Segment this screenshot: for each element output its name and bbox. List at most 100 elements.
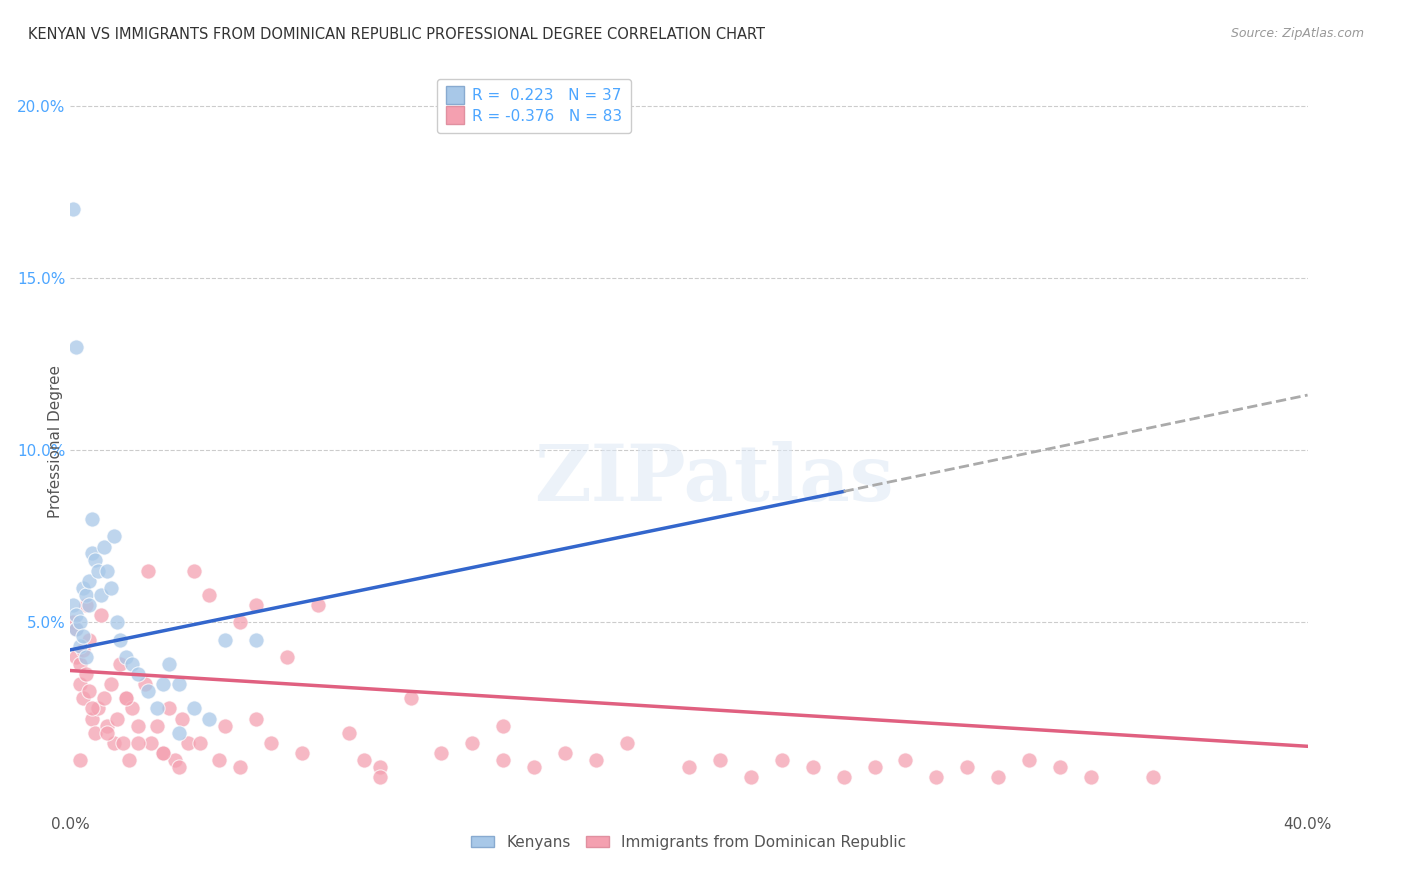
Point (96, 564, 118, 578)
Point (84, 553, 107, 567)
Point (90, 588, 112, 602)
Point (65, 340, 87, 354)
Point (62, 202, 84, 216)
Point (105, 712, 128, 726)
Point (146, 718, 169, 732)
Point (1049, 760, 1071, 774)
Point (245, 598, 267, 612)
Point (585, 753, 607, 767)
Point (139, 736, 162, 750)
Point (167, 725, 190, 739)
Point (183, 701, 205, 715)
Point (152, 746, 174, 760)
Point (832, 770, 855, 784)
Point (72, 643, 94, 657)
Point (167, 677, 190, 691)
Point (183, 564, 205, 578)
Point (108, 657, 131, 671)
Point (167, 760, 190, 774)
Point (103, 736, 125, 750)
Point (430, 746, 453, 760)
Point (84, 725, 107, 739)
Point (127, 718, 149, 732)
Point (276, 649, 298, 664)
Point (75, 667, 97, 681)
Y-axis label: Professional Degree: Professional Degree (48, 365, 63, 518)
Point (198, 712, 221, 726)
Point (87, 564, 110, 578)
Point (118, 753, 141, 767)
Point (127, 667, 149, 681)
Point (111, 736, 134, 750)
Point (121, 701, 143, 715)
Text: ZIPatlas: ZIPatlas (534, 441, 893, 516)
Point (77, 684, 100, 698)
Point (245, 712, 267, 726)
Point (100, 581, 122, 595)
Point (260, 736, 283, 750)
Point (208, 753, 231, 767)
Point (1080, 770, 1102, 784)
Point (554, 746, 576, 760)
Point (69, 677, 91, 691)
Point (678, 760, 700, 774)
Point (65, 649, 87, 664)
Point (152, 746, 174, 760)
Point (87, 701, 110, 715)
Point (157, 657, 180, 671)
Point (523, 760, 546, 774)
Point (96, 725, 118, 739)
Point (69, 615, 91, 630)
Point (75, 588, 97, 602)
Point (77, 574, 100, 588)
Point (80, 712, 103, 726)
Point (170, 712, 193, 726)
Point (492, 753, 515, 767)
Point (229, 760, 252, 774)
Point (214, 632, 236, 647)
Point (925, 770, 948, 784)
Point (987, 770, 1010, 784)
Text: KENYAN VS IMMIGRANTS FROM DOMINICAN REPUBLIC PROFESSIONAL DEGREE CORRELATION CHA: KENYAN VS IMMIGRANTS FROM DOMINICAN REPU… (28, 27, 765, 42)
Point (245, 632, 267, 647)
Point (62, 598, 84, 612)
Point (65, 622, 87, 636)
Point (1142, 770, 1164, 784)
Point (291, 746, 314, 760)
Point (108, 632, 131, 647)
Point (956, 760, 979, 774)
Point (77, 632, 100, 647)
Point (127, 736, 149, 750)
Point (229, 615, 252, 630)
Point (801, 760, 824, 774)
Point (80, 512, 103, 526)
Point (136, 684, 159, 698)
Point (770, 753, 793, 767)
Point (75, 598, 97, 612)
Point (1018, 753, 1040, 767)
Point (121, 657, 143, 671)
Point (65, 608, 87, 623)
Legend: Kenyans, Immigrants from Dominican Republic: Kenyans, Immigrants from Dominican Repub… (465, 829, 912, 856)
Point (96, 718, 118, 732)
Point (80, 701, 103, 715)
Point (214, 718, 236, 732)
Point (75, 649, 97, 664)
Point (616, 736, 638, 750)
Point (152, 677, 174, 691)
Point (461, 736, 484, 750)
Point (69, 753, 91, 767)
Point (65, 622, 87, 636)
Point (69, 657, 91, 671)
Point (188, 736, 211, 750)
Point (115, 691, 138, 706)
Point (90, 608, 112, 623)
Point (368, 760, 391, 774)
Point (93, 540, 115, 554)
Point (740, 770, 762, 784)
Point (157, 701, 180, 715)
Point (72, 581, 94, 595)
Point (100, 677, 122, 691)
Point (894, 753, 917, 767)
Point (492, 718, 515, 732)
